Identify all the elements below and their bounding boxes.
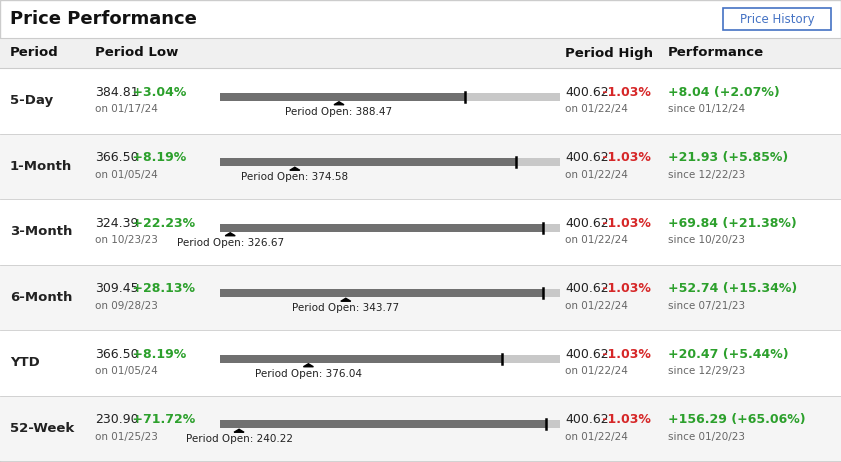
- Text: +22.23%: +22.23%: [128, 217, 195, 230]
- Text: +20.47 (+5.44%): +20.47 (+5.44%): [668, 348, 789, 361]
- Bar: [220, 93, 465, 101]
- Text: 400.62: 400.62: [565, 413, 609, 426]
- Text: Period Low: Period Low: [95, 47, 178, 60]
- Text: 400.62: 400.62: [565, 282, 609, 295]
- Text: Period: Period: [10, 47, 59, 60]
- Text: on 01/22/24: on 01/22/24: [565, 170, 628, 180]
- Text: -1.03%: -1.03%: [598, 217, 651, 230]
- Text: on 09/28/23: on 09/28/23: [95, 301, 158, 311]
- Text: Period High: Period High: [565, 47, 653, 60]
- Bar: [220, 289, 543, 297]
- Text: 52-Week: 52-Week: [10, 422, 74, 435]
- Text: 309.45: 309.45: [95, 282, 139, 295]
- Bar: [0, 38, 841, 68]
- Text: -1.03%: -1.03%: [598, 348, 651, 361]
- Text: on 01/17/24: on 01/17/24: [95, 104, 158, 114]
- Bar: [465, 93, 560, 101]
- Text: +69.84 (+21.38%): +69.84 (+21.38%): [668, 217, 796, 230]
- Text: on 01/25/23: on 01/25/23: [95, 432, 158, 442]
- Text: 400.62: 400.62: [565, 217, 609, 230]
- Text: +8.19%: +8.19%: [128, 151, 186, 164]
- Bar: [0, 265, 841, 330]
- Text: Period Open: 240.22: Period Open: 240.22: [186, 434, 293, 444]
- Text: 366.50: 366.50: [95, 151, 139, 164]
- Text: +8.04 (+2.07%): +8.04 (+2.07%): [668, 86, 780, 99]
- Text: YTD: YTD: [10, 356, 40, 369]
- Text: -1.03%: -1.03%: [598, 282, 651, 295]
- Text: since 12/29/23: since 12/29/23: [668, 366, 745, 376]
- Bar: [220, 158, 516, 166]
- Text: Price Performance: Price Performance: [10, 10, 197, 28]
- Text: 5-Day: 5-Day: [10, 94, 53, 107]
- Polygon shape: [334, 102, 344, 105]
- Text: since 01/20/23: since 01/20/23: [668, 432, 745, 442]
- Text: 230.90: 230.90: [95, 413, 139, 426]
- Text: 324.39: 324.39: [95, 217, 139, 230]
- Text: +156.29 (+65.06%): +156.29 (+65.06%): [668, 413, 806, 426]
- Text: +21.93 (+5.85%): +21.93 (+5.85%): [668, 151, 788, 164]
- Text: Price History: Price History: [740, 12, 814, 25]
- Text: Performance: Performance: [668, 47, 764, 60]
- Text: -1.03%: -1.03%: [598, 413, 651, 426]
- Polygon shape: [290, 167, 299, 170]
- Bar: [0, 134, 841, 199]
- Text: -1.03%: -1.03%: [598, 86, 651, 99]
- Bar: [502, 355, 560, 363]
- Text: on 01/05/24: on 01/05/24: [95, 366, 158, 376]
- Text: 3-Month: 3-Month: [10, 225, 72, 238]
- Bar: [0, 199, 841, 265]
- Text: 400.62: 400.62: [565, 86, 609, 99]
- Text: on 01/22/24: on 01/22/24: [565, 235, 628, 245]
- Bar: [543, 289, 560, 297]
- Text: 400.62: 400.62: [565, 151, 609, 164]
- Bar: [543, 224, 560, 232]
- Polygon shape: [341, 298, 351, 301]
- Text: Period Open: 376.04: Period Open: 376.04: [255, 369, 362, 379]
- Polygon shape: [225, 233, 235, 236]
- Text: +28.13%: +28.13%: [128, 282, 195, 295]
- Bar: [0, 68, 841, 134]
- Text: Period Open: 374.58: Period Open: 374.58: [241, 172, 348, 182]
- Text: 366.50: 366.50: [95, 348, 139, 361]
- Text: on 01/22/24: on 01/22/24: [565, 366, 628, 376]
- Text: +71.72%: +71.72%: [128, 413, 195, 426]
- Text: Period Open: 388.47: Period Open: 388.47: [285, 107, 393, 117]
- Text: since 01/12/24: since 01/12/24: [668, 104, 745, 114]
- Bar: [220, 355, 502, 363]
- Text: +8.19%: +8.19%: [128, 348, 186, 361]
- Text: on 10/23/23: on 10/23/23: [95, 235, 158, 245]
- Text: 1-Month: 1-Month: [10, 160, 72, 173]
- Text: on 01/22/24: on 01/22/24: [565, 104, 628, 114]
- Text: 400.62: 400.62: [565, 348, 609, 361]
- Bar: [0, 395, 841, 461]
- Bar: [723, 8, 831, 30]
- Polygon shape: [304, 364, 314, 367]
- Text: on 01/05/24: on 01/05/24: [95, 170, 158, 180]
- Text: -1.03%: -1.03%: [598, 151, 651, 164]
- Text: on 01/22/24: on 01/22/24: [565, 432, 628, 442]
- Bar: [547, 420, 560, 428]
- Polygon shape: [234, 429, 244, 432]
- Bar: [516, 158, 560, 166]
- Text: on 01/22/24: on 01/22/24: [565, 301, 628, 311]
- Text: Period Open: 343.77: Period Open: 343.77: [292, 303, 399, 313]
- Text: +3.04%: +3.04%: [128, 86, 187, 99]
- Text: Period Open: 326.67: Period Open: 326.67: [177, 238, 283, 248]
- Text: +52.74 (+15.34%): +52.74 (+15.34%): [668, 282, 797, 295]
- Text: since 10/20/23: since 10/20/23: [668, 235, 745, 245]
- Text: since 07/21/23: since 07/21/23: [668, 301, 745, 311]
- Bar: [220, 224, 543, 232]
- Text: since 12/22/23: since 12/22/23: [668, 170, 745, 180]
- Text: 6-Month: 6-Month: [10, 291, 72, 304]
- Bar: [0, 330, 841, 395]
- Bar: [220, 420, 547, 428]
- Text: 384.81: 384.81: [95, 86, 139, 99]
